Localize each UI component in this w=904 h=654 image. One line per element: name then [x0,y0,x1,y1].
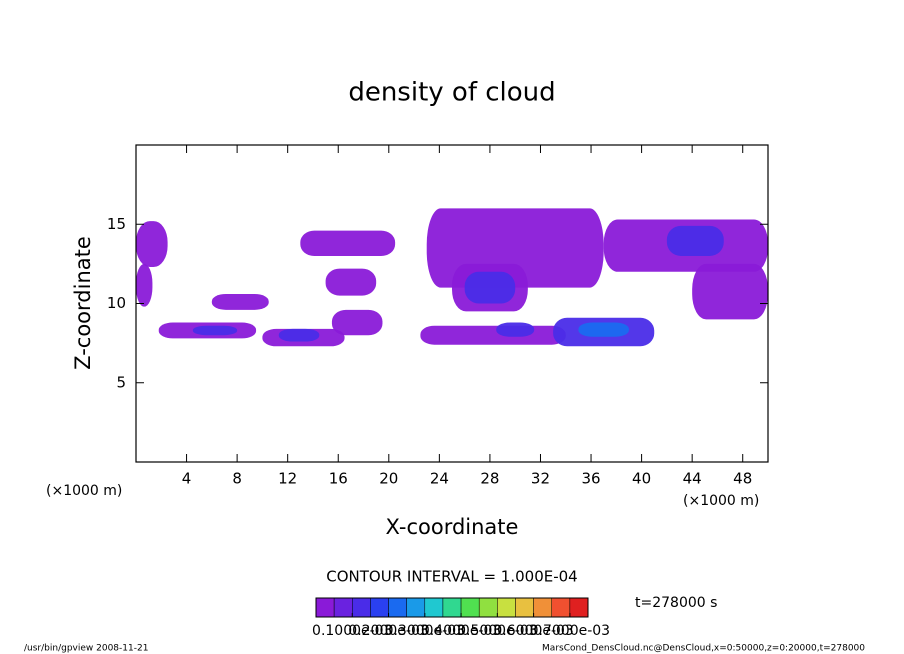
colorbar-cell [333,597,353,618]
x-tick-label: 48 [733,470,752,488]
colorbar-cell [406,597,426,618]
x-tick-label: 24 [430,470,449,488]
x-tick-label: 16 [329,470,348,488]
cloud-region [136,263,153,307]
colorbar-cell [315,597,335,618]
cloud-region [192,325,238,336]
colorbar-cell [515,597,534,618]
chart-title: density of cloud [348,78,555,108]
colorbar-cell [551,597,571,618]
colorbar-tick-label: 0.3000e-03 [385,623,465,639]
x-tick-label: 12 [278,470,297,488]
colorbar-cell [497,597,516,618]
colorbar-frame [315,597,589,618]
footer: MarsCond_DensCloud.nc@DensCloud,x=0:5000… [542,644,865,654]
cloud-region [211,293,269,310]
colorbar-tick-label: 0.6000e-03 [493,623,573,639]
colorbar-cell [442,597,462,618]
x-tick-label: 36 [581,470,600,488]
y-tick-label: 15 [107,215,126,233]
time-label: t=278000 s [635,595,717,611]
x-tick-label: 8 [232,470,242,488]
cloud-region [692,263,768,320]
x-tick-label: 40 [632,470,651,488]
cloud-region [464,271,516,304]
cloud-region [578,322,629,337]
x-unit: (×1000 m) [683,493,759,509]
colorbar-cell [370,597,389,618]
cloud-region [496,322,535,337]
colorbar-cell [460,597,480,618]
colorbar-cell [424,597,444,618]
x-tick-label: 32 [531,470,550,488]
colorbar-cell [569,597,589,618]
cloud-region [666,225,724,256]
colorbar-cell [478,597,498,618]
x-axis-label: X-coordinate [386,515,519,539]
footer: /usr/bin/gpview 2008-11-21 [24,644,148,654]
colorbar-cell [533,597,552,618]
x-tick-label: 44 [683,470,702,488]
colorbar-tick-label: 0.5000e-03 [457,623,537,639]
cloud-region [331,309,383,336]
colorbar-cell [388,597,407,618]
contour-interval: CONTOUR INTERVAL = 1.000E-04 [326,568,577,586]
cloud-region [136,221,168,268]
y-tick-label: 10 [107,294,126,312]
cloud-region [325,268,377,296]
cloud-region [420,325,566,345]
colorbar-cell [352,597,371,618]
colorbar-tick-label: 0.2000e-03 [348,623,428,639]
colorbar-tick-label: 0.4000e-03 [421,623,501,639]
y-axis-label: Z-coordinate [71,236,95,370]
y-tick-label: 5 [116,373,126,391]
x-tick-label: 28 [480,470,499,488]
cloud-region [300,230,396,256]
colorbar-tick-label: 0.1000e-03 [312,623,392,639]
cloud-region [278,328,320,342]
x-tick-label: 4 [182,470,192,488]
colorbar-tick-label: 0.7000e-03 [530,623,610,639]
x-tick-label: 20 [379,470,398,488]
x-unit: (×1000 m) [46,483,122,499]
